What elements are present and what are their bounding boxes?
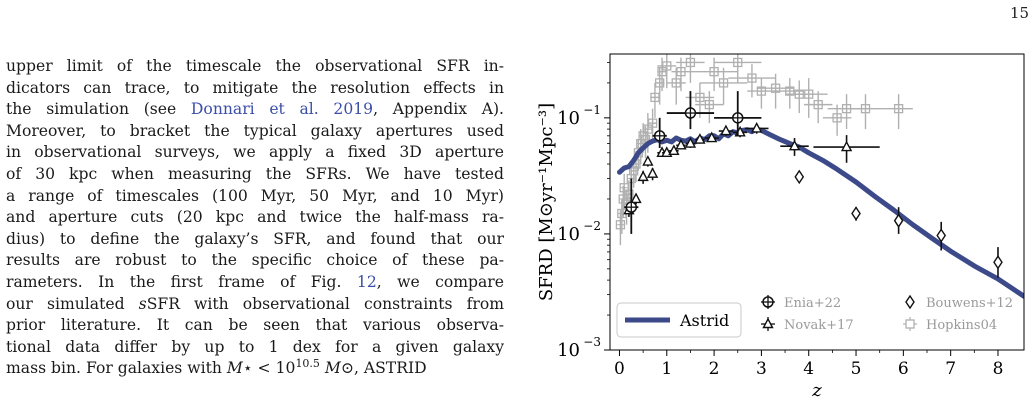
y-axis-label: SFRD [M⊙yr⁻¹Mpc⁻³] xyxy=(536,103,557,301)
plot-frame xyxy=(609,53,1025,351)
y-tick-label: 10 xyxy=(557,108,580,129)
legend-marker-bouwens12 xyxy=(905,294,915,310)
y-tick-label: 10 xyxy=(557,340,580,361)
text-run: ⊙, ASTRID xyxy=(340,359,427,378)
text-line: tional data differ by up to 1 dex for a … xyxy=(6,337,504,359)
text-line: and aperture cuts (20 kpc and twice the … xyxy=(6,207,504,229)
text-run: , we compare xyxy=(376,272,504,291)
citation-link[interactable]: 12 xyxy=(356,272,377,291)
data-point-novak17 xyxy=(720,124,732,136)
text-run: results are robust to the specific choic… xyxy=(6,251,504,270)
text-run: s xyxy=(138,294,147,313)
text-line: mass bin. For galaxies with M⋆ < 1010.5 … xyxy=(6,358,504,380)
data-point-bouwens12 xyxy=(936,228,947,243)
x-tick-label: 7 xyxy=(945,359,956,379)
x-axis-label: z xyxy=(811,380,822,401)
data-point-novak17 xyxy=(788,139,801,151)
x-tick-label: 5 xyxy=(851,359,862,379)
data-point-novak17 xyxy=(646,167,659,178)
text-run: our simulated xyxy=(6,294,139,313)
text-line: the simulation (see Donnari et al. 2019,… xyxy=(6,99,504,121)
body-paragraph: upper limit of the timescale the observa… xyxy=(6,56,504,380)
x-tick-label: 1 xyxy=(661,359,672,379)
y-tick-label-base: 10 xyxy=(557,108,580,129)
legend-marker-novak17 xyxy=(762,317,774,329)
text-run: dicators can trace, to mitigate the reso… xyxy=(6,78,504,97)
text-run: 10.5 xyxy=(295,357,320,371)
text-line: rameters. In the first frame of Fig. 12,… xyxy=(6,272,504,294)
y-tick-label-base: 10 xyxy=(557,340,580,361)
text-run: M xyxy=(324,359,341,378)
text-line: a range of timescales (100 Myr, 50 Myr, … xyxy=(6,186,504,208)
text-line: results are robust to the specific choic… xyxy=(6,250,504,272)
legend-label: Bouwens+12 xyxy=(926,296,1013,311)
text-run: and aperture cuts (20 kpc and twice the … xyxy=(6,208,504,227)
page-number: 15 xyxy=(1010,4,1030,22)
legend-label: Enia+22 xyxy=(784,296,841,311)
text-run: in observational surveys, we apply a fix… xyxy=(6,143,504,162)
legend-astrid-box xyxy=(616,302,742,338)
text-run: tional data differ by up to 1 dex for a … xyxy=(6,337,504,356)
x-tick-label: 2 xyxy=(709,359,720,379)
legend-marker-hopkins04 xyxy=(905,319,915,329)
text-run: mass bin. For galaxies with xyxy=(6,359,227,378)
series-enia22 xyxy=(624,91,762,234)
text-line: of 30 kpc when measuring the SFRs. We ha… xyxy=(6,164,504,186)
text-line: our simulated sSFR with observational co… xyxy=(6,294,504,316)
text-run: SFR with observational constraints from xyxy=(146,294,504,313)
citation-link[interactable]: Donnari et al. 2019 xyxy=(190,100,374,119)
series-bouwens12 xyxy=(794,169,1003,278)
x-tick-label: 0 xyxy=(614,359,625,379)
legend-label: Hopkins04 xyxy=(926,318,997,333)
x-tick-label: 8 xyxy=(993,359,1004,379)
text-run: prior literature. It can be seen that va… xyxy=(6,316,504,335)
text-run: M xyxy=(226,359,243,378)
text-run: rameters. In the first frame of Fig. xyxy=(6,272,357,291)
legend-astrid-label: Astrid xyxy=(679,311,729,330)
text-run: upper limit of the timescale the observa… xyxy=(6,57,504,75)
text-line: upper limit of the timescale the observa… xyxy=(6,56,504,78)
data-point-novak17 xyxy=(642,155,654,166)
text-run: a range of timescales (100 Myr, 50 Myr, … xyxy=(6,186,504,205)
text-line: prior literature. It can be seen that va… xyxy=(6,315,504,337)
data-point-novak17 xyxy=(706,131,718,143)
series-astrid-line xyxy=(617,126,1024,299)
x-tick-label: 4 xyxy=(803,359,814,379)
data-point-novak17 xyxy=(675,138,687,150)
y-tick-label-base: 10 xyxy=(557,224,580,245)
y-tick-label-exp: −2 xyxy=(583,219,601,233)
data-point-bouwens12 xyxy=(993,254,1003,270)
text-line: dius) to define the galaxy’s SFR, and fo… xyxy=(6,229,504,251)
text-run: , Appendix A). xyxy=(373,100,504,119)
data-point-bouwens12 xyxy=(794,169,805,185)
x-tick-label: 6 xyxy=(898,359,909,379)
data-point-novak17 xyxy=(840,140,853,152)
data-point-novak17 xyxy=(637,170,649,182)
text-run: dius) to define the galaxy’s SFR, and fo… xyxy=(6,229,504,248)
text-line: in observational surveys, we apply a fix… xyxy=(6,142,504,164)
text-run: of 30 kpc when measuring the SFRs. We ha… xyxy=(6,164,504,183)
text-line: Moreover, to bracket the typical galaxy … xyxy=(6,121,504,143)
text-run: ⋆ < 10 xyxy=(242,359,296,378)
legend-astrid: Astrid xyxy=(616,302,742,338)
data-point-novak17 xyxy=(694,133,706,144)
text-run: the simulation (see xyxy=(6,100,191,119)
legend-label: Novak+17 xyxy=(784,318,854,333)
data-point-bouwens12 xyxy=(893,213,904,228)
data-point-bouwens12 xyxy=(851,206,861,221)
y-tick-label-exp: −3 xyxy=(583,335,601,349)
data-point-novak17 xyxy=(751,121,763,133)
x-tick-label: 3 xyxy=(756,359,767,379)
data-point-novak17 xyxy=(630,192,642,204)
data-point-novak17 xyxy=(684,137,697,148)
plot-area xyxy=(615,54,1024,299)
text-line: dicators can trace, to mitigate the reso… xyxy=(6,78,504,100)
y-tick-label-exp: −1 xyxy=(583,103,601,117)
text-run: Moreover, to bracket the typical galaxy … xyxy=(6,121,504,140)
legend-observations: Enia+22 Bouwens+12 Novak+17 Hopkins04 xyxy=(761,294,1013,333)
y-tick-label: 10 xyxy=(557,224,580,245)
data-point-novak17 xyxy=(668,144,680,156)
